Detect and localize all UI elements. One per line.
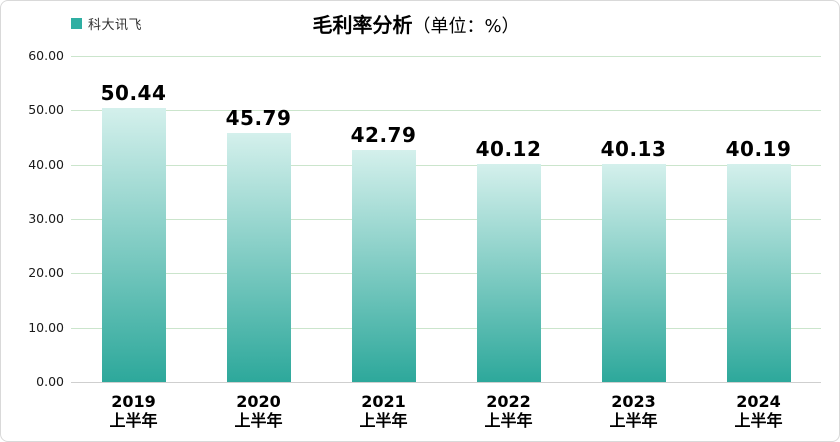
category-year: 2019 bbox=[111, 392, 156, 411]
bar bbox=[726, 163, 791, 382]
x-axis-category-label: 2019 上半年 bbox=[74, 392, 194, 430]
gridline bbox=[71, 164, 821, 166]
category-period: 上半年 bbox=[234, 411, 283, 430]
category-year: 2020 bbox=[236, 392, 281, 411]
bar-value-label: 40.13 bbox=[600, 136, 667, 161]
category-period: 上半年 bbox=[609, 411, 658, 430]
gridline bbox=[71, 327, 821, 329]
category-year: 2022 bbox=[486, 392, 531, 411]
y-axis-tick-label: 0.00 bbox=[36, 374, 64, 389]
gridline bbox=[71, 110, 821, 112]
bar-value-label: 50.44 bbox=[100, 80, 167, 105]
category-year: 2021 bbox=[361, 392, 406, 411]
y-axis-tick-label: 10.00 bbox=[28, 319, 64, 335]
chart-title: 毛利率分析（单位：%） bbox=[312, 9, 519, 38]
category-period: 上半年 bbox=[484, 411, 533, 430]
bar bbox=[226, 133, 291, 382]
bar-value-label: 40.19 bbox=[725, 136, 792, 161]
y-axis-tick-label: 40.00 bbox=[28, 156, 64, 172]
x-axis-category-label: 2023 上半年 bbox=[574, 392, 694, 430]
gridline bbox=[71, 56, 821, 57]
category-period: 上半年 bbox=[359, 411, 408, 430]
y-axis-tick-label: 50.00 bbox=[28, 102, 64, 118]
bar bbox=[601, 163, 666, 382]
legend-swatch bbox=[71, 18, 82, 29]
bar-value-label: 42.79 bbox=[350, 122, 417, 147]
category-year: 2023 bbox=[611, 392, 656, 411]
bar bbox=[101, 107, 166, 382]
gridline bbox=[71, 273, 821, 275]
y-axis-tick-label: 60.00 bbox=[28, 48, 64, 63]
chart-title-main: 毛利率分析 bbox=[312, 13, 413, 37]
category-year: 2024 bbox=[736, 392, 781, 411]
bar-value-label: 45.79 bbox=[225, 106, 292, 131]
legend-label: 科大讯飞 bbox=[88, 18, 143, 33]
bar bbox=[476, 164, 541, 382]
chart-title-unit: （单位：%） bbox=[412, 16, 520, 37]
x-axis-category-label: 2021 上半年 bbox=[324, 392, 444, 430]
gridline bbox=[71, 219, 821, 220]
category-period: 上半年 bbox=[109, 411, 158, 430]
category-period: 上半年 bbox=[734, 411, 783, 430]
x-axis-category-label: 2022 上半年 bbox=[449, 392, 569, 430]
legend: 科大讯飞 bbox=[71, 14, 142, 33]
x-axis-category-label: 2024 上半年 bbox=[699, 392, 819, 430]
x-axis-category-label: 2020 上半年 bbox=[199, 392, 319, 430]
x-axis-line bbox=[71, 382, 821, 383]
y-axis-tick-label: 30.00 bbox=[28, 211, 64, 226]
bar bbox=[351, 149, 416, 382]
bar-value-label: 40.12 bbox=[475, 137, 542, 161]
y-axis-tick-label: 20.00 bbox=[28, 265, 64, 281]
